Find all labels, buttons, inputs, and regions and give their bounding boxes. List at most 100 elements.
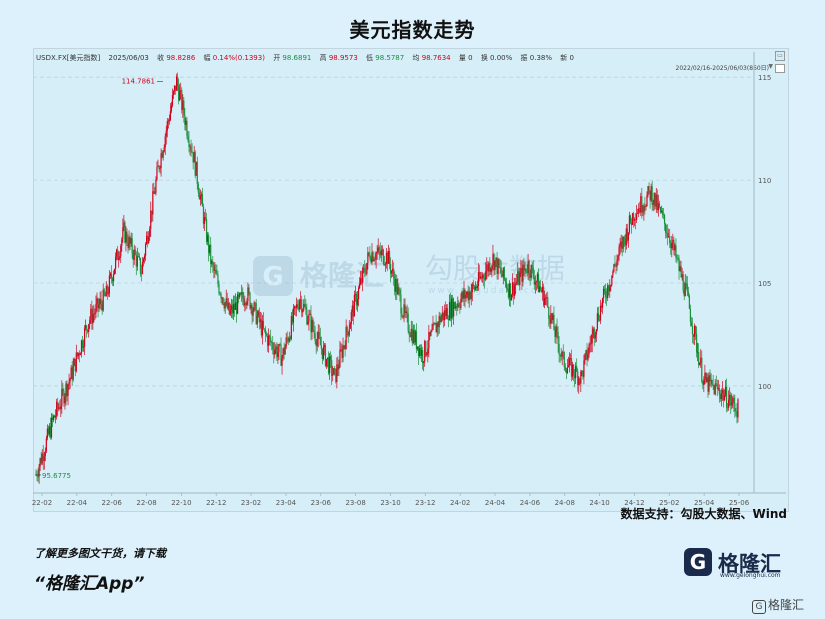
candle-body: [570, 358, 573, 377]
candle-body: [182, 100, 184, 110]
candle-body: [310, 313, 312, 333]
candle-body: [498, 259, 500, 268]
candle-body: [643, 205, 645, 212]
candle-body: [699, 363, 701, 366]
candle-body: [654, 192, 656, 207]
candle-body: [280, 344, 282, 366]
window-icon[interactable]: [775, 64, 785, 73]
candle-body: [545, 297, 547, 299]
candle-body: [558, 343, 560, 355]
candle-body: [356, 299, 359, 306]
candle-body: [371, 252, 373, 263]
info-turnover: 0.00%: [490, 54, 513, 62]
candle-body: [516, 281, 518, 284]
candle-body: [136, 256, 138, 267]
candle-body: [211, 261, 213, 265]
candle-body: [192, 152, 194, 163]
candle-body: [635, 219, 637, 221]
candle-body: [151, 210, 153, 215]
x-tick-label: 23-02: [241, 499, 261, 507]
candle-body: [274, 349, 276, 355]
candle-body: [51, 417, 54, 421]
candle-body: [95, 303, 97, 314]
candle-body: [413, 329, 415, 343]
candle-body: [261, 320, 264, 336]
candle-body: [703, 379, 705, 385]
candle-body: [619, 245, 621, 248]
candle-body: [723, 395, 726, 401]
candle-body: [672, 239, 674, 244]
date-range-label: 2022/02/16-2025/06/03(860日): [675, 65, 769, 72]
candle-body: [698, 351, 700, 366]
candle-body: [147, 235, 149, 244]
candle-body: [120, 246, 122, 257]
candle-body: [543, 286, 545, 306]
candle-body: [657, 203, 659, 210]
candle-body: [509, 283, 512, 301]
candle-body: [195, 161, 197, 176]
candle-body: [652, 203, 654, 206]
candle-body: [381, 249, 383, 251]
candle-body: [397, 286, 399, 295]
candle-body: [536, 273, 539, 282]
candle-body: [611, 275, 613, 285]
candle-body: [633, 219, 636, 221]
candle-body: [735, 410, 737, 412]
candle-body: [320, 345, 322, 349]
info-new: 0: [569, 54, 574, 62]
candle-body: [488, 263, 490, 272]
candle-body: [331, 360, 333, 376]
settings-icon[interactable]: ▭: [775, 51, 785, 61]
candle-body: [278, 344, 280, 353]
candle-body: [188, 140, 190, 147]
candle-body: [85, 325, 87, 329]
candle-body: [660, 210, 663, 213]
candle-body: [719, 394, 721, 399]
candle-body: [137, 256, 139, 258]
info-avg-label: 均: [412, 54, 420, 62]
candle-body: [245, 303, 247, 305]
candle-body: [160, 153, 162, 168]
candle-body: [322, 346, 325, 359]
candle-body: [495, 257, 497, 261]
candle-body: [394, 278, 396, 292]
candle-body: [391, 271, 393, 274]
candle-body: [483, 274, 485, 279]
candle-body: [106, 285, 108, 294]
candle-body: [566, 367, 568, 374]
candle-body: [338, 367, 340, 370]
candle-body: [446, 308, 449, 320]
candle-body: [398, 286, 400, 290]
candle-body: [248, 287, 250, 293]
info-symbol: USDX.FX[美元指数]: [36, 54, 101, 62]
watermark-left-text: 格隆汇: [300, 259, 384, 292]
candle-body: [621, 241, 623, 249]
candle-body: [618, 247, 620, 256]
candle-body: [54, 415, 56, 418]
candle-body: [655, 194, 657, 207]
candle-body: [152, 191, 154, 215]
candle-body: [59, 407, 61, 410]
candle-body: [342, 345, 344, 358]
candle-body: [213, 265, 215, 271]
candle-body: [474, 286, 476, 290]
candle-body: [676, 257, 678, 259]
candle-body: [79, 353, 82, 356]
candle-body: [459, 306, 461, 308]
chevron-down-icon[interactable]: ▼: [768, 63, 773, 70]
candle-body: [265, 334, 268, 336]
candle-body: [589, 343, 591, 345]
candle-body: [302, 309, 304, 313]
candle-body: [314, 332, 316, 342]
candle-body: [636, 213, 638, 221]
candle-body: [253, 302, 255, 311]
x-tick-label: 25-06: [729, 499, 750, 507]
candle-body: [561, 351, 563, 357]
candle-body: [343, 345, 345, 347]
candle-body: [569, 358, 572, 359]
candle-body: [254, 302, 256, 304]
candle-body: [388, 251, 391, 264]
candle-body: [473, 285, 475, 290]
candle-body: [36, 474, 38, 477]
